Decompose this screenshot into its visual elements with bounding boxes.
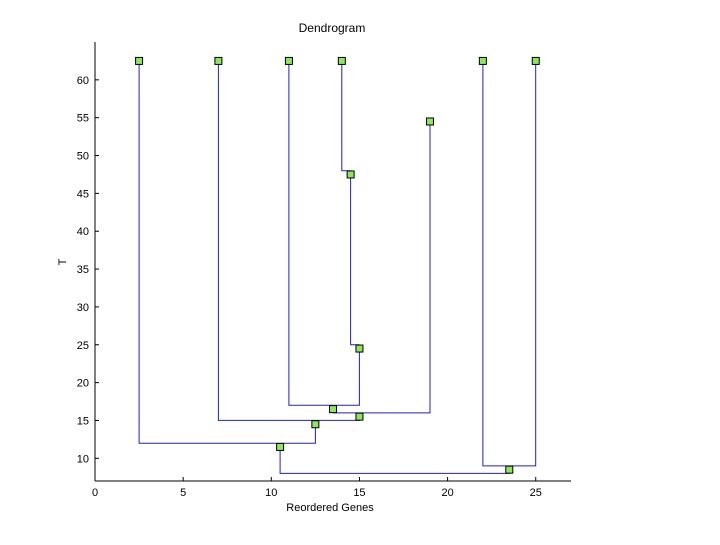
y-tick-label: 45: [77, 188, 89, 200]
y-tick-label: 30: [77, 302, 89, 314]
axes: 0 5 10 15 20 25 10 15 20 25 30 35 40 45 50 55 60: [77, 42, 571, 499]
x-tick-label: 15: [353, 487, 365, 499]
y-axis-label: T: [57, 258, 69, 265]
y-tick-label: 60: [77, 75, 89, 87]
node-marker: [346, 170, 355, 179]
node-markers: [135, 56, 540, 474]
node-marker: [329, 405, 337, 414]
node-marker: [276, 442, 285, 451]
y-tick-label: 10: [77, 453, 89, 465]
node-marker: [337, 56, 346, 65]
dendrogram-links: [138, 60, 537, 474]
x-tick-label: 25: [530, 487, 542, 499]
x-axis-label: Reordered Genes: [286, 502, 374, 514]
y-tick-label: 35: [77, 264, 89, 276]
node-marker: [214, 56, 223, 65]
node-marker: [311, 420, 320, 429]
x-tick-label: 20: [441, 487, 453, 499]
y-tick-label: 25: [77, 340, 89, 352]
y-tick-label: 20: [77, 378, 89, 390]
y-tick-label: 55: [77, 113, 89, 125]
node-marker: [135, 56, 144, 65]
chart-title: Dendrogram: [299, 21, 366, 35]
x-tick-label: 5: [180, 487, 186, 499]
dendrogram-link: [341, 60, 360, 346]
dendrogram-link: [138, 60, 316, 444]
node-marker: [478, 56, 487, 65]
node-marker: [425, 117, 434, 126]
node-marker: [531, 56, 540, 65]
dendrogram-link: [332, 121, 431, 414]
node-marker: [505, 465, 514, 474]
x-tick-label: 0: [92, 487, 98, 499]
node-marker: [355, 412, 364, 421]
y-tick-label: 40: [77, 226, 89, 238]
dendrogram-link: [279, 446, 510, 474]
dendrogram-link: [288, 60, 360, 406]
node-marker: [284, 56, 293, 65]
node-marker: [355, 344, 364, 353]
y-tick-label: 15: [77, 415, 89, 427]
x-tick-label: 10: [265, 487, 277, 499]
y-tick-label: 50: [77, 151, 89, 163]
dendrogram-link: [482, 60, 537, 467]
